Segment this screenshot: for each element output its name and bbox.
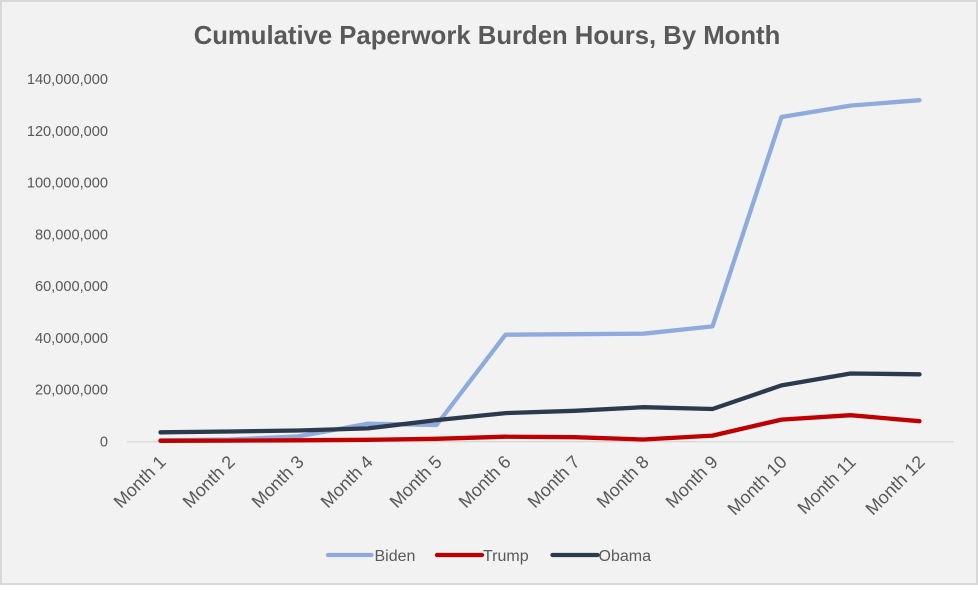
svg-text:100,000,000: 100,000,000	[27, 176, 108, 192]
svg-text:Month 9: Month 9	[662, 452, 722, 512]
svg-text:Month 6: Month 6	[455, 452, 515, 512]
svg-text:Month 10: Month 10	[724, 452, 791, 519]
svg-text:60,000,000: 60,000,000	[35, 279, 108, 295]
svg-text:Month 2: Month 2	[179, 452, 239, 512]
svg-text:140,000,000: 140,000,000	[27, 72, 108, 88]
svg-text:Month 8: Month 8	[593, 452, 653, 512]
svg-text:Month 12: Month 12	[862, 452, 929, 519]
svg-text:0: 0	[100, 434, 108, 450]
svg-text:20,000,000: 20,000,000	[35, 383, 108, 399]
svg-text:120,000,000: 120,000,000	[27, 124, 108, 140]
svg-text:Month 11: Month 11	[794, 452, 860, 518]
svg-text:Month 5: Month 5	[386, 452, 446, 512]
svg-text:Trump: Trump	[483, 548, 529, 565]
svg-text:Month 3: Month 3	[248, 452, 308, 512]
svg-text:Month 4: Month 4	[317, 452, 377, 512]
svg-text:Biden: Biden	[375, 548, 416, 565]
svg-text:Obama: Obama	[599, 548, 652, 565]
svg-text:40,000,000: 40,000,000	[35, 331, 108, 347]
svg-text:Month 7: Month 7	[524, 452, 584, 512]
svg-text:Cumulative Paperwork Burden Ho: Cumulative Paperwork Burden Hours, By Mo…	[194, 22, 781, 50]
svg-text:Month 1: Month 1	[110, 452, 170, 512]
svg-text:80,000,000: 80,000,000	[35, 227, 108, 243]
